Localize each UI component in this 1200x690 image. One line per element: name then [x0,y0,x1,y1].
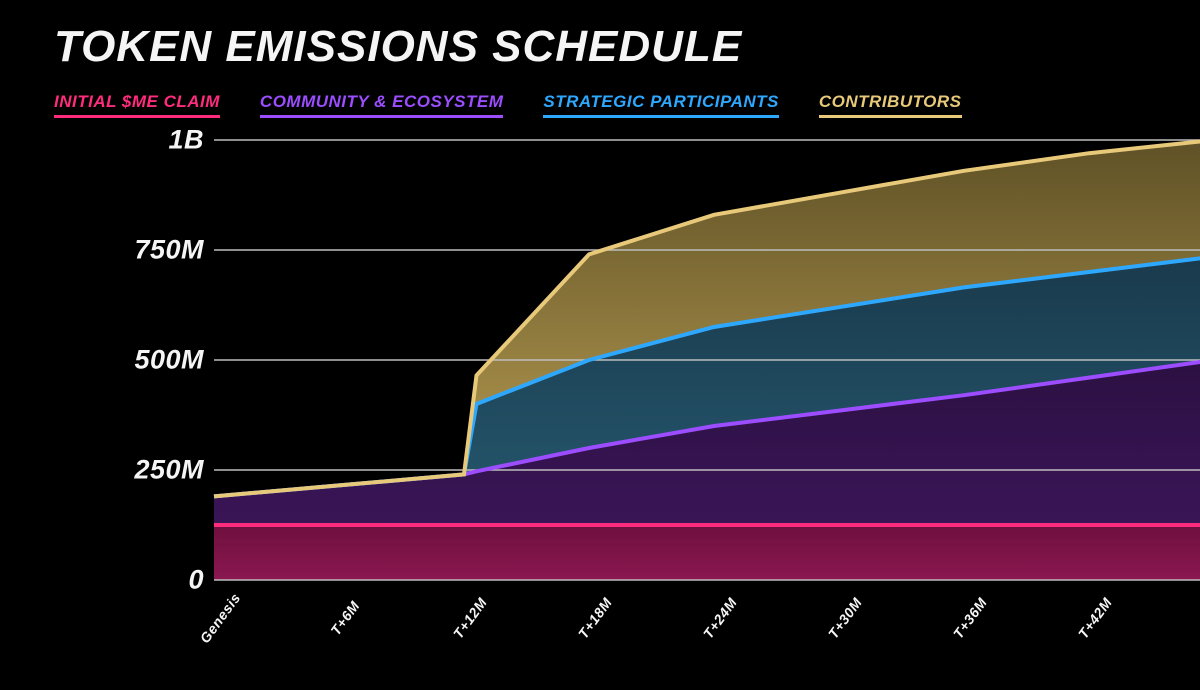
x-tick-label: T+6M [327,598,362,638]
x-tick-label: T+24M [700,595,740,642]
x-tick-label: T+36M [950,595,990,642]
legend-underline [54,115,220,118]
legend-item-initial-claim: INITIAL $ME CLAIM [54,92,220,118]
legend-item-contributors: CONTRIBUTORS [819,92,962,118]
x-tick-label: T+12M [450,595,490,642]
chart: 0250M500M750M1B GenesisT+6MT+12MT+18MT+2… [54,128,1200,655]
legend-label: CONTRIBUTORS [819,92,962,115]
legend-underline [260,115,503,118]
legend-label: INITIAL $ME CLAIM [54,92,220,115]
legend-item-strategic: STRATEGIC PARTICIPANTS [543,92,778,118]
area-initial_claim [214,525,1200,580]
x-axis-labels: GenesisT+6MT+12MT+18MT+24MT+30MT+36MT+42… [54,610,1200,690]
legend: INITIAL $ME CLAIM COMMUNITY & ECOSYSTEM … [54,92,1180,118]
legend-underline [819,115,962,118]
x-tick-label: T+42M [1075,595,1115,642]
chart-title: TOKEN EMISSIONS SCHEDULE [54,22,742,72]
legend-item-community: COMMUNITY & ECOSYSTEM [260,92,503,118]
legend-label: STRATEGIC PARTICIPANTS [543,92,778,115]
legend-label: COMMUNITY & ECOSYSTEM [260,92,503,115]
x-tick-label: T+18M [575,595,615,642]
x-tick-label: Genesis [196,590,243,646]
legend-underline [543,115,778,118]
x-tick-label: T+30M [825,595,865,642]
area-chart-svg [54,128,1200,580]
